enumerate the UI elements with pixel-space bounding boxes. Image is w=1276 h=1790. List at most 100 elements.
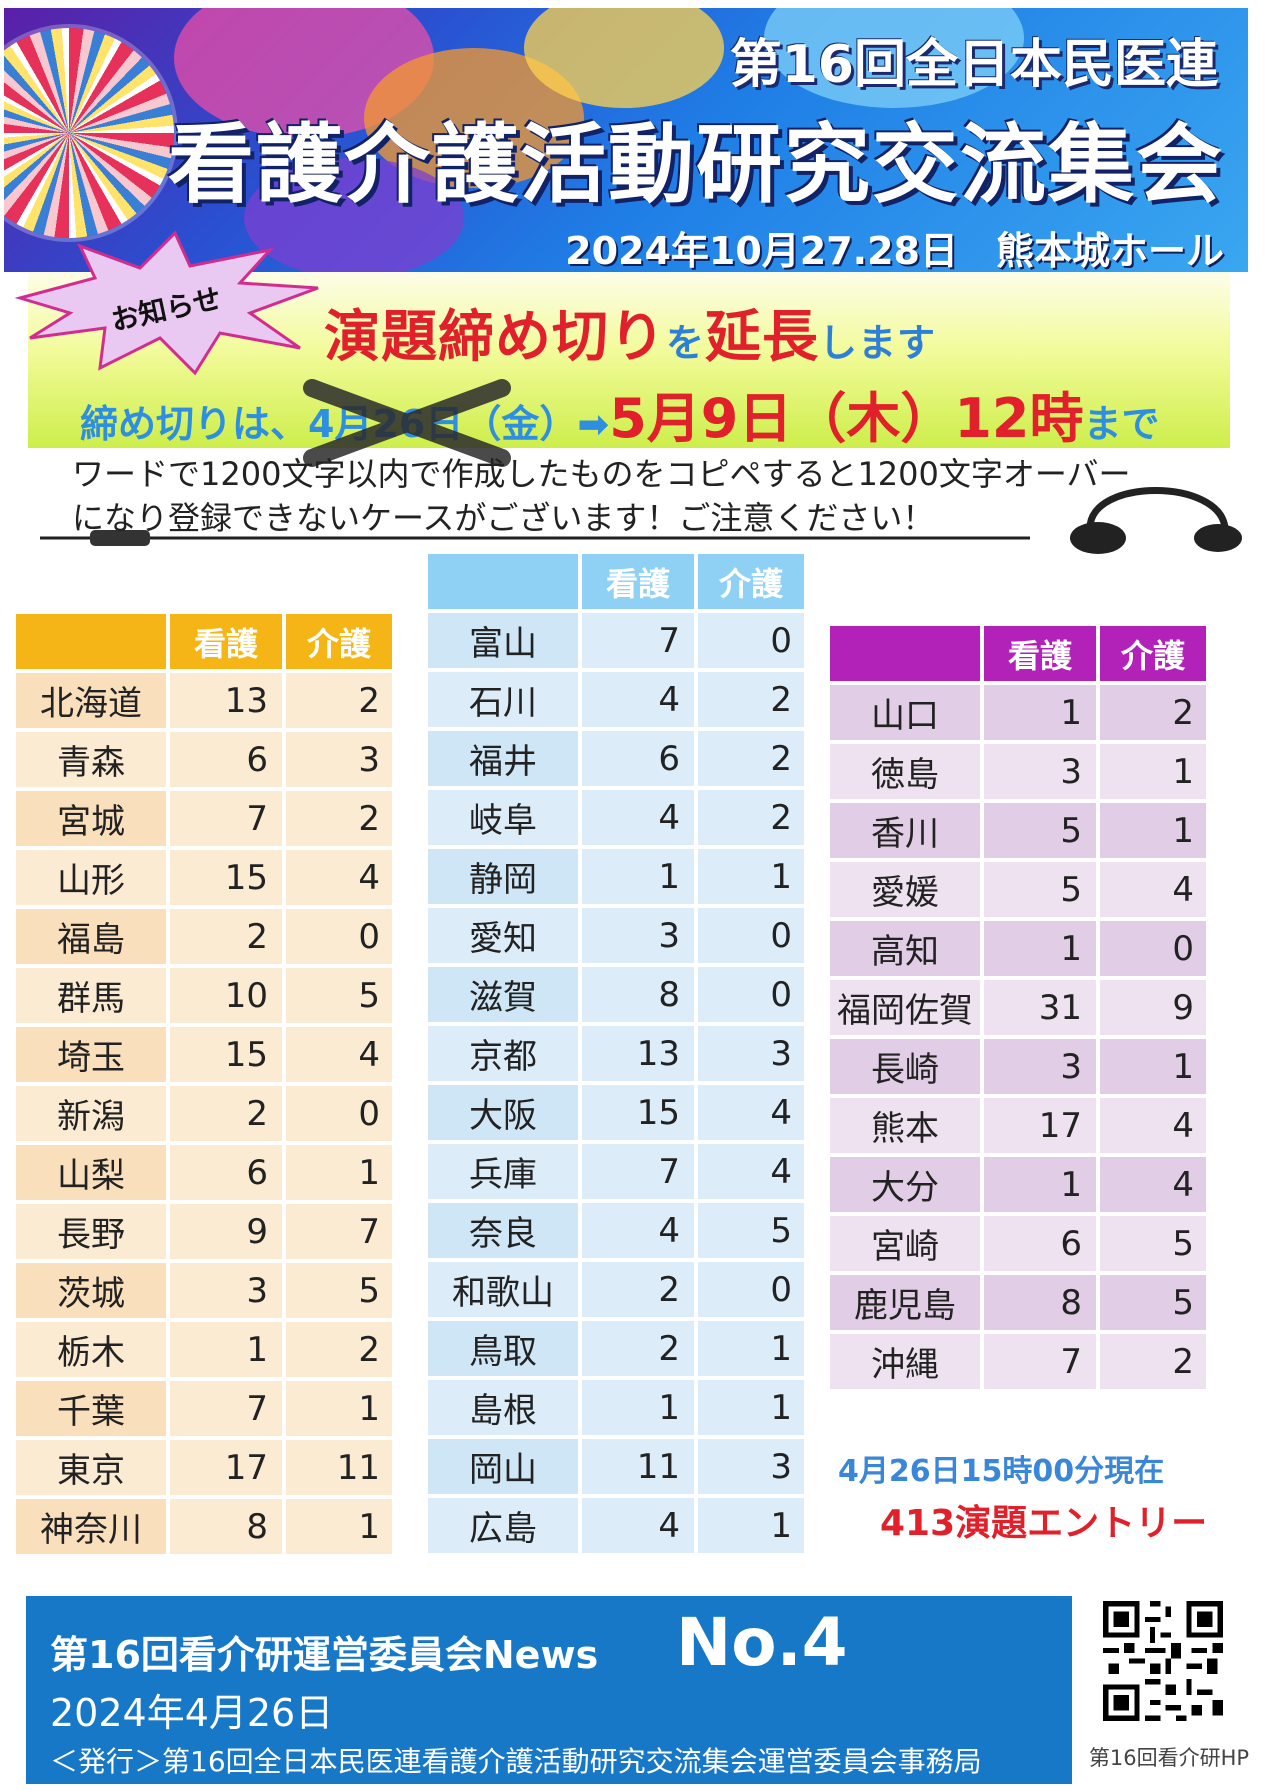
care-count-cell: 4: [698, 1144, 804, 1199]
table-row: 福岡佐賀 31 9: [830, 980, 1206, 1035]
entries-table-west: 看護 介護 山口 1 2 徳島 3 1 香川 5 1 愛媛 5 4 高知 1 0 福岡佐賀 31 9 長崎 3 1 熊本 1…: [826, 622, 1210, 1393]
prefecture-cell: 滋賀: [428, 967, 578, 1022]
care-count-cell: 5: [1100, 1216, 1206, 1271]
prefecture-cell: 北海道: [16, 673, 166, 728]
care-count-cell: 2: [286, 791, 392, 846]
headline-deadline-text: 演題締め切り: [324, 305, 666, 370]
nursing-count-cell: 2: [170, 1086, 282, 1141]
prefecture-cell: 宮崎: [830, 1216, 980, 1271]
table-row: 富山 7 0: [428, 613, 804, 668]
deadline-suffix: まで: [1083, 402, 1160, 446]
table-row: 大分 1 4: [830, 1157, 1206, 1212]
prefecture-cell: 兵庫: [428, 1144, 578, 1199]
table-row: 高知 1 0: [830, 921, 1206, 976]
nursing-count-cell: 5: [984, 862, 1096, 917]
prefecture-cell: 愛知: [428, 908, 578, 963]
prefecture-cell: 福井: [428, 731, 578, 786]
prefecture-cell: 沖縄: [830, 1334, 980, 1389]
nursing-count-cell: 15: [170, 850, 282, 905]
header-care: 介護: [698, 554, 804, 609]
care-count-cell: 1: [698, 1321, 804, 1376]
decorative-blob: [244, 158, 464, 272]
care-count-cell: 5: [698, 1203, 804, 1258]
prefecture-cell: 山口: [830, 685, 980, 740]
nursing-count-cell: 6: [170, 1145, 282, 1200]
prefecture-cell: 大分: [830, 1157, 980, 1212]
temari-ball-illustration: [4, 28, 174, 238]
table-row: 岐阜 4 2: [428, 790, 804, 845]
new-deadline: 5月9日（木）12時: [609, 387, 1084, 450]
newsletter-footer: 第16回看介研運営委員会News No.4 2024年4月26日 ＜発行＞第16…: [26, 1596, 1266, 1784]
prefecture-cell: 福岡佐賀: [830, 980, 980, 1035]
nursing-count-cell: 8: [170, 1499, 282, 1554]
table-row: 岡山 11 3: [428, 1439, 804, 1494]
care-count-cell: 2: [286, 1322, 392, 1377]
prefecture-cell: 鳥取: [428, 1321, 578, 1376]
prefecture-cell: 愛媛: [830, 862, 980, 917]
care-count-cell: 0: [698, 908, 804, 963]
table-row: 熊本 17 4: [830, 1098, 1206, 1153]
nursing-count-cell: 1: [984, 1157, 1096, 1212]
deadline-prefix: 締め切りは、: [80, 402, 309, 446]
nursing-count-cell: 4: [582, 1498, 694, 1553]
prefecture-cell: 長崎: [830, 1039, 980, 1094]
table-row: 山形 15 4: [16, 850, 392, 905]
prefecture-cell: 広島: [428, 1498, 578, 1553]
care-count-cell: 0: [698, 1262, 804, 1317]
headline-ending: します: [819, 321, 937, 365]
prefecture-cell: 宮城: [16, 791, 166, 846]
care-count-cell: 11: [286, 1440, 392, 1495]
nursing-count-cell: 8: [984, 1275, 1096, 1330]
care-count-cell: 2: [698, 731, 804, 786]
care-count-cell: 2: [1100, 685, 1206, 740]
care-count-cell: 2: [698, 672, 804, 727]
prefecture-cell: 岡山: [428, 1439, 578, 1494]
header-prefecture: [830, 626, 980, 681]
nursing-count-cell: 15: [170, 1027, 282, 1082]
event-date-venue: 2024年10月27.28日 熊本城ホール: [565, 229, 1224, 272]
care-count-cell: 4: [286, 1027, 392, 1082]
table-row: 徳島 3 1: [830, 744, 1206, 799]
table-row: 静岡 1 1: [428, 849, 804, 904]
nursing-count-cell: 6: [984, 1216, 1096, 1271]
prefecture-cell: 山梨: [16, 1145, 166, 1200]
prefecture-cell: 埼玉: [16, 1027, 166, 1082]
prefecture-cell: 徳島: [830, 744, 980, 799]
table-row: 青森 6 3: [16, 732, 392, 787]
care-count-cell: 0: [698, 613, 804, 668]
prefecture-cell: 茨城: [16, 1263, 166, 1318]
care-count-cell: 0: [698, 967, 804, 1022]
table-row: 鹿児島 8 5: [830, 1275, 1206, 1330]
care-count-cell: 1: [1100, 744, 1206, 799]
prefecture-cell: 栃木: [16, 1322, 166, 1377]
table-row: 福井 6 2: [428, 731, 804, 786]
table-row: 滋賀 8 0: [428, 967, 804, 1022]
nursing-count-cell: 7: [984, 1334, 1096, 1389]
care-count-cell: 9: [1100, 980, 1206, 1035]
prefecture-cell: 石川: [428, 672, 578, 727]
care-count-cell: 4: [286, 850, 392, 905]
table-row: 愛知 3 0: [428, 908, 804, 963]
table-row: 鳥取 2 1: [428, 1321, 804, 1376]
nursing-count-cell: 31: [984, 980, 1096, 1035]
table-row: 宮崎 6 5: [830, 1216, 1206, 1271]
prefecture-cell: 長野: [16, 1204, 166, 1259]
header-care: 介護: [286, 614, 392, 669]
notice-headline: 演題締め切りを延長します: [324, 292, 936, 373]
qr-panel[interactable]: 第16回看介研HP: [1072, 1596, 1266, 1784]
table-row: 長崎 3 1: [830, 1039, 1206, 1094]
event-subtitle: 第16回全日本民医連: [729, 35, 1218, 95]
prefecture-cell: 島根: [428, 1380, 578, 1435]
nursing-count-cell: 3: [170, 1263, 282, 1318]
nursing-count-cell: 4: [582, 790, 694, 845]
care-count-cell: 1: [698, 1498, 804, 1553]
nursing-count-cell: 3: [984, 744, 1096, 799]
warning-line-1: ワードで1200文字以内で作成したものをコピペすると1200文字オーバー: [72, 455, 1131, 493]
qr-code-icon[interactable]: [1098, 1596, 1228, 1726]
prefecture-cell: 富山: [428, 613, 578, 668]
header-nursing: 看護: [170, 614, 282, 669]
nursing-count-cell: 5: [984, 803, 1096, 858]
prefecture-cell: 奈良: [428, 1203, 578, 1258]
deadline-line: 締め切りは、4月26日（金） ➡5月9日（木）12時まで: [80, 374, 1160, 467]
care-count-cell: 7: [286, 1204, 392, 1259]
